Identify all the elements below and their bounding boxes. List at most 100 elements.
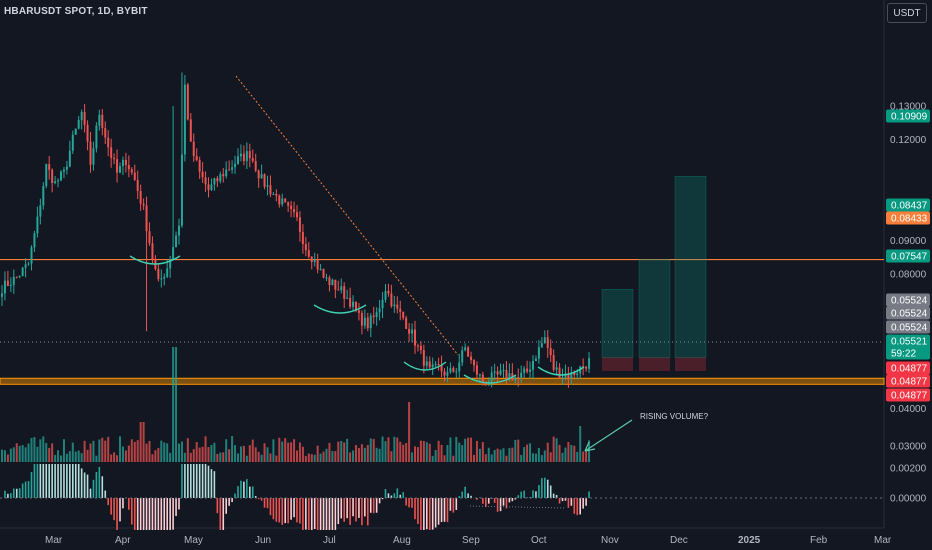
oscillator-bar bbox=[431, 498, 434, 530]
oscillator-bar bbox=[142, 498, 145, 530]
candle-body bbox=[92, 148, 95, 165]
candle-body bbox=[537, 347, 540, 359]
currency-selector[interactable]: USDT bbox=[887, 3, 927, 23]
bar-countdown-label: 59:22 bbox=[891, 349, 916, 360]
oscillator-bar bbox=[216, 498, 219, 514]
candle-body bbox=[390, 293, 393, 307]
candle-body bbox=[529, 369, 532, 372]
volume-bar bbox=[422, 441, 425, 462]
candle-body bbox=[86, 124, 89, 142]
oscillator-bar bbox=[113, 498, 115, 521]
oscillator-bar bbox=[476, 498, 478, 500]
candle-body bbox=[387, 290, 390, 294]
price-level-badges: 0.10909 0.08437 0.08433 0.07547 0.05524 0.055… bbox=[886, 109, 930, 402]
candle-body bbox=[107, 137, 110, 148]
candle-body bbox=[260, 174, 263, 179]
candle-body bbox=[27, 263, 30, 265]
candle-body bbox=[178, 225, 180, 236]
volume-bar bbox=[502, 448, 505, 462]
oscillator-bar bbox=[328, 498, 331, 530]
candle-body bbox=[266, 185, 269, 187]
candle-body bbox=[254, 160, 257, 171]
oscillator-bar bbox=[228, 498, 230, 506]
price-badge bbox=[886, 293, 930, 307]
candle-body bbox=[567, 374, 570, 379]
volume-bar bbox=[92, 440, 95, 462]
oscillator-bar bbox=[467, 493, 469, 498]
volume-bar bbox=[234, 445, 237, 462]
oscillator-bar bbox=[293, 498, 295, 518]
volume-bar bbox=[352, 450, 355, 462]
target-box bbox=[674, 176, 707, 358]
candle-body bbox=[124, 159, 127, 166]
volume-bar bbox=[411, 452, 414, 462]
candle-body bbox=[440, 365, 443, 372]
oscillator-bar bbox=[502, 498, 505, 506]
price-badge bbox=[886, 374, 930, 388]
candle-body bbox=[275, 193, 278, 196]
candle-body bbox=[561, 377, 564, 379]
oscillator-bar bbox=[464, 486, 466, 498]
support-zone bbox=[0, 377, 885, 385]
volume-bar bbox=[319, 453, 322, 462]
volume-bar bbox=[139, 422, 142, 462]
oscillator-bar bbox=[89, 488, 92, 498]
volume-bar bbox=[564, 447, 567, 462]
volume-bar bbox=[98, 439, 101, 462]
price-badge-label: 0.05524 bbox=[891, 323, 928, 334]
oscillator-bar bbox=[455, 498, 458, 510]
candle-body bbox=[39, 205, 42, 217]
candle-body bbox=[352, 301, 355, 307]
volume-bar bbox=[260, 454, 263, 462]
price-badge bbox=[886, 320, 930, 334]
oscillator-bar bbox=[552, 493, 555, 498]
candle-body bbox=[21, 267, 24, 277]
time-axis[interactable]: Mar Apr May Jun Jul Aug Sep Oct Nov Dec 2025 Feb Mar bbox=[45, 535, 892, 546]
volume-bar bbox=[496, 448, 499, 462]
candle-body bbox=[523, 368, 526, 373]
oscillator-bar bbox=[558, 498, 561, 504]
volume-bar bbox=[419, 440, 422, 462]
volume-bar bbox=[478, 448, 481, 462]
candle-body bbox=[284, 198, 287, 203]
volume-bar bbox=[148, 441, 151, 462]
oscillator-bar bbox=[408, 498, 410, 508]
candle-body bbox=[293, 209, 296, 213]
candle-body bbox=[80, 111, 83, 121]
candle-body bbox=[349, 297, 352, 307]
oscillator-bar bbox=[27, 481, 30, 498]
candle-body bbox=[328, 277, 331, 286]
oscillator-bar bbox=[479, 497, 481, 498]
oscillator-bar bbox=[15, 488, 18, 498]
volume-bar bbox=[263, 443, 266, 462]
rounded-bottom-arc bbox=[313, 304, 367, 314]
oscillator-bar bbox=[411, 498, 413, 508]
oscillator-bar bbox=[254, 495, 257, 498]
oscillator-bar bbox=[381, 498, 384, 500]
oscillator-bar bbox=[63, 464, 65, 498]
oscillator-bar bbox=[95, 471, 98, 498]
candle-body bbox=[281, 198, 284, 205]
oscillator-bar bbox=[564, 498, 567, 501]
oscillator-bar bbox=[487, 498, 490, 504]
candle-body bbox=[121, 159, 124, 167]
candle-body bbox=[290, 205, 293, 210]
volume-bar bbox=[9, 448, 12, 462]
oscillator-bar bbox=[51, 464, 53, 498]
candle-body bbox=[493, 371, 496, 373]
oscillator-bar bbox=[384, 489, 387, 498]
oscillator-bar bbox=[246, 479, 248, 498]
volume-bar bbox=[431, 455, 434, 462]
volume-bar bbox=[154, 450, 157, 462]
candle-body bbox=[234, 163, 237, 168]
oscillator-bar bbox=[538, 485, 540, 498]
candle-body bbox=[319, 269, 322, 271]
volume-bar bbox=[284, 438, 287, 462]
oscillator-bar bbox=[72, 464, 74, 498]
candle-body bbox=[65, 166, 68, 170]
candle-body bbox=[558, 367, 561, 379]
volume-bar bbox=[27, 443, 30, 462]
volume-bar bbox=[301, 446, 304, 462]
candle-body bbox=[148, 231, 151, 244]
